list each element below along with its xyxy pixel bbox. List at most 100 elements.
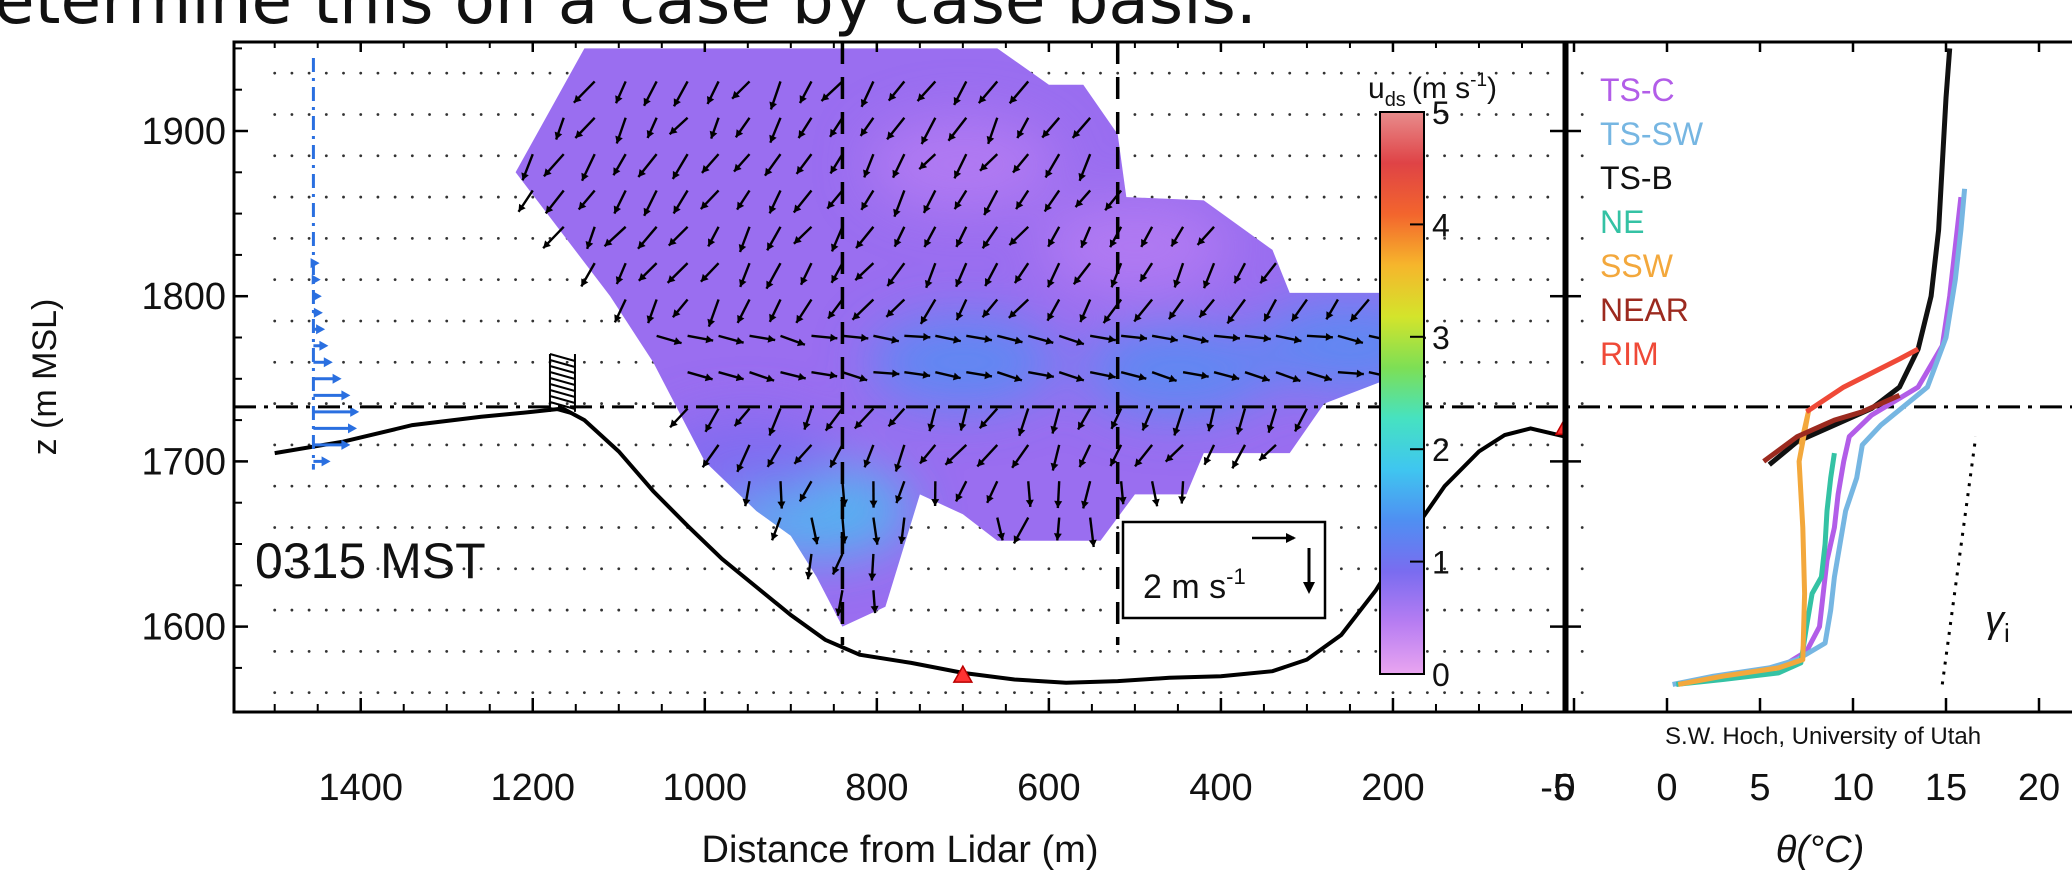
- wind-vector-head: [898, 536, 906, 544]
- wind-vector-head: [1048, 238, 1056, 247]
- wind-vector-head: [827, 200, 835, 209]
- wind-vector-head: [1013, 164, 1021, 173]
- wind-vector-head: [1105, 202, 1113, 211]
- wind-vector-head: [573, 94, 582, 103]
- wind-vector-head: [1139, 333, 1147, 342]
- wind-vector-head: [1141, 238, 1149, 247]
- wind-vector-head: [1232, 333, 1240, 342]
- wind-vector-head: [1294, 423, 1302, 432]
- wind-vector-head: [952, 372, 961, 381]
- wind-vector-head: [1080, 239, 1088, 248]
- wind-vector-head: [799, 493, 807, 502]
- wind-vector-head: [737, 314, 745, 323]
- profile-line: [1672, 188, 1968, 687]
- wind-vector-head: [831, 243, 839, 252]
- wind-vector-head: [1079, 314, 1087, 322]
- colorbar-tick-label: 2: [1432, 432, 1450, 468]
- wind-vector-head: [1201, 371, 1209, 380]
- wind-vector-head: [735, 337, 744, 345]
- gamma-label: γi: [1985, 599, 2010, 648]
- wind-vector-head: [798, 372, 806, 381]
- colorbar-tick-label: 5: [1432, 95, 1450, 131]
- wind-vector-head: [1326, 311, 1334, 320]
- wind-vector-head: [917, 93, 926, 101]
- wind-vector-head: [830, 128, 838, 137]
- upstream-arrow-head: [310, 258, 320, 269]
- x-tick-label: 400: [1189, 767, 1252, 809]
- wind-vector-head: [614, 314, 622, 323]
- wind-vector-head: [891, 335, 899, 344]
- wind-vector-head: [734, 418, 743, 427]
- legend-entry: TS-SW: [1600, 116, 1704, 152]
- wind-vector-head: [1235, 426, 1244, 435]
- wind-vector-head: [742, 498, 751, 507]
- site-markers: [952, 418, 1564, 683]
- wind-vector-head: [767, 458, 775, 467]
- y-tick-label: 1600: [141, 607, 226, 649]
- wind-vector-head: [1044, 203, 1052, 212]
- wind-vector-head: [923, 332, 931, 341]
- theta-tick-label: 15: [1925, 767, 1967, 809]
- wind-vector-head: [894, 238, 902, 247]
- wind-vector-head: [736, 463, 744, 472]
- speed-blob: [867, 317, 1058, 408]
- site-marker: [1554, 418, 1564, 436]
- wind-vector-head: [793, 236, 802, 244]
- wind-vector-head: [1079, 459, 1087, 468]
- wind-vector-head: [805, 571, 813, 580]
- wind-vector-head: [856, 240, 864, 249]
- wind-vector-head: [954, 170, 962, 179]
- wind-vector-head: [615, 135, 623, 144]
- wind-vector-head: [1017, 130, 1025, 139]
- colorbar-tick-label: 4: [1432, 207, 1450, 243]
- wind-vector-head: [615, 276, 624, 285]
- wind-vector-head: [672, 170, 680, 179]
- wind-vector-head: [769, 313, 777, 322]
- wind-vector-head: [1054, 500, 1063, 508]
- wind-vector-head: [955, 493, 963, 502]
- wind-vector-head: [1140, 273, 1148, 282]
- wind-vector-head: [1014, 336, 1023, 345]
- main-axes-frame: [232, 40, 1566, 714]
- wind-vector-head: [830, 459, 838, 468]
- wind-vector-head: [1110, 458, 1118, 467]
- profile-line: [1676, 452, 1837, 687]
- upstream-arrow-head: [323, 357, 333, 368]
- colorbar: 5 4 3 2 1 0 uds (m s-1): [1368, 70, 1497, 693]
- theta-tick-label: 20: [2018, 767, 2060, 809]
- wind-vector-head: [581, 278, 589, 287]
- profile-line: [1677, 409, 1811, 687]
- wind-vector-head: [1045, 169, 1053, 178]
- wind-vector-head: [702, 459, 710, 468]
- y-axis-label: z (m MSL): [26, 299, 64, 456]
- upstream-wind-profile: [310, 58, 360, 470]
- wind-vector-head: [672, 309, 681, 318]
- wind-vector-head: [707, 318, 715, 327]
- wind-vector-head: [922, 370, 931, 379]
- wind-vector-head: [1016, 201, 1024, 210]
- wind-vector-head: [766, 374, 775, 383]
- theta-tick-label: 10: [1832, 767, 1874, 809]
- wind-vector-head: [855, 272, 864, 281]
- upstream-arrow-head: [332, 373, 342, 384]
- wind-vector-head: [767, 242, 775, 251]
- wind-vector-head: [979, 420, 988, 429]
- wind-vector-head: [734, 163, 742, 172]
- colorbar-tick-label: 3: [1432, 320, 1450, 356]
- wind-vector-head: [872, 537, 881, 545]
- upstream-arrow-head: [348, 423, 358, 434]
- wind-vector-head: [1076, 374, 1084, 382]
- wind-vector-head: [768, 427, 776, 436]
- reference-vector-box: 2 m s-1: [1121, 520, 1327, 620]
- wind-vector-head: [708, 238, 716, 247]
- wind-vector-head: [828, 310, 836, 319]
- wind-vector-head: [997, 532, 1005, 541]
- wind-vector-head: [1292, 374, 1301, 383]
- wind-vector-head: [1050, 462, 1059, 471]
- wind-vector-head: [1291, 313, 1299, 322]
- wind-vector-head: [893, 208, 901, 217]
- wind-vector-head: [769, 101, 777, 110]
- wind-vector-head: [1053, 533, 1062, 541]
- wind-vector-head: [924, 239, 932, 248]
- wind-vector-head: [977, 458, 985, 467]
